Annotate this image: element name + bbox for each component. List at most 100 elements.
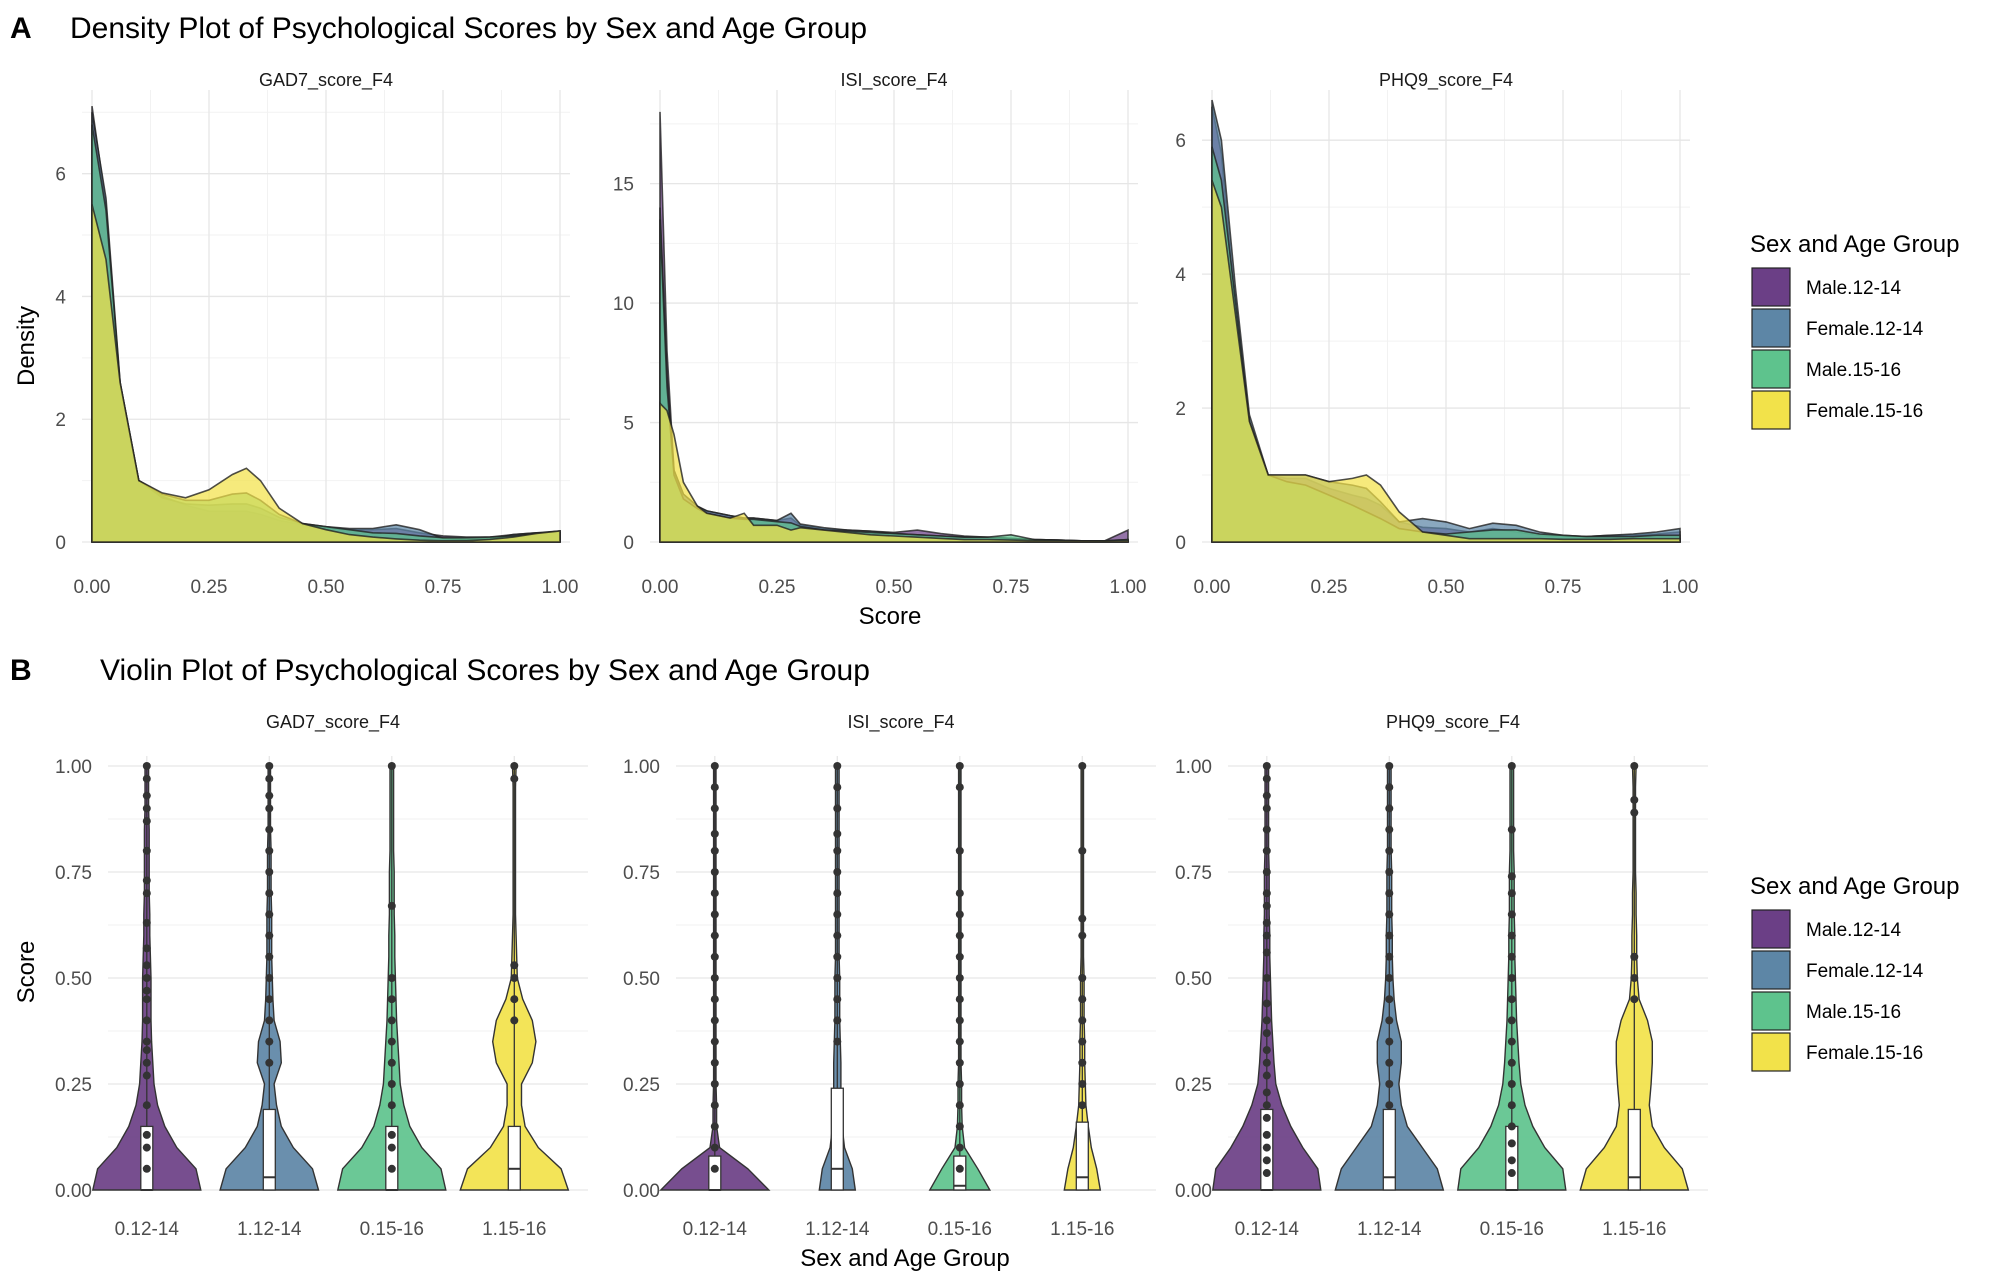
strip-label: ISI_score_F4: [847, 712, 954, 733]
violin-facet-gad7-score-f4: GAD7_score_F4 0.00 0.25 0.50 0.75 1.00 0.12-14…: [55, 712, 588, 1240]
x-tick-label: 0.15-16: [1480, 1219, 1544, 1240]
panel-a-letter: A: [10, 12, 32, 45]
outlier-point: [387, 1164, 396, 1173]
outlier-point: [1262, 931, 1271, 940]
y-tick-label: 0.50: [623, 969, 660, 990]
outlier-point: [1507, 1101, 1516, 1110]
x-tick-label: 1.15-16: [1050, 1219, 1114, 1240]
outlier-point: [1630, 808, 1639, 817]
outlier-point: [142, 817, 151, 826]
y-tick-label: 1.00: [623, 757, 660, 778]
outlier-point: [955, 1143, 964, 1152]
legend-swatch-male-12-14: [1751, 909, 1791, 949]
outlier-point: [1507, 762, 1516, 770]
x-tick-label: 0.12-14: [683, 1219, 748, 1240]
legend-swatch-male-15-16: [1751, 349, 1791, 389]
outlier-point: [955, 974, 964, 982]
y-tick-label: 15: [613, 175, 634, 196]
outlier-point: [1507, 974, 1516, 982]
legend-label-female-15-16: Female.15-16: [1806, 1043, 1923, 1064]
outlier-point: [265, 868, 274, 876]
outlier-point: [955, 1080, 964, 1088]
outlier-point: [1262, 1029, 1271, 1038]
x-tick-label: 0.50: [876, 577, 913, 598]
outlier-point: [142, 846, 151, 855]
outlier-point: [710, 846, 719, 855]
outlier-point: [710, 889, 719, 898]
y-tick-label: 6: [55, 165, 66, 186]
outlier-point: [1630, 795, 1639, 804]
outlier-point: [955, 1058, 964, 1067]
outlier-point: [955, 931, 964, 940]
outlier-point: [1385, 868, 1394, 876]
outlier-point: [1507, 952, 1516, 961]
outlier-point: [1262, 1101, 1271, 1110]
legend-label-female-12-14: Female.12-14: [1806, 961, 1924, 982]
outlier-point: [142, 961, 151, 970]
legend-swatch-female-12-14: [1751, 950, 1791, 990]
outlier-point: [1630, 762, 1639, 770]
y-tick-label: 0: [623, 533, 634, 554]
outlier-point: [1262, 1058, 1271, 1067]
outlier-point: [142, 995, 151, 1004]
outlier-point: [1262, 1113, 1271, 1122]
outlier-point: [710, 910, 719, 919]
outlier-point: [142, 762, 151, 770]
outlier-point: [142, 1164, 151, 1173]
outlier-point: [955, 1016, 964, 1025]
outlier-point: [387, 1058, 396, 1067]
x-tick-label: 0.00: [74, 577, 111, 598]
outlier-point: [1262, 901, 1271, 910]
x-tick-label: 1.15-16: [1602, 1219, 1666, 1240]
outlier-point: [1385, 889, 1394, 898]
outlier-point: [955, 1122, 964, 1131]
outlier-point: [387, 901, 396, 910]
outlier-point: [1262, 1169, 1271, 1178]
strip-label: GAD7_score_F4: [266, 712, 400, 733]
y-tick-label: 0.75: [623, 863, 660, 884]
outlier-point: [710, 1101, 719, 1110]
outlier-point: [387, 974, 396, 982]
x-tick-label: 0.00: [1194, 577, 1231, 598]
outlier-point: [510, 762, 519, 770]
outlier-point: [265, 791, 274, 800]
legend-density: Sex and Age Group Male.12-14 Female.12-14…: [1750, 231, 1959, 430]
outlier-point: [1078, 1037, 1087, 1046]
outlier-point: [955, 783, 964, 792]
outlier-point: [833, 910, 842, 919]
x-tick-label: 0.50: [1428, 577, 1465, 598]
outlier-point: [1507, 995, 1516, 1004]
outlier-point: [710, 783, 719, 792]
outlier-point: [1507, 1156, 1516, 1165]
panel-b-letter: B: [10, 654, 32, 687]
outlier-point: [1078, 846, 1087, 855]
density-facet-isi-score-f4: ISI_score_F4 0.00 0.25 0.50 0.75 1.00 0 5 10 15: [613, 70, 1147, 598]
outlier-point: [955, 846, 964, 855]
outlier-point: [833, 931, 842, 940]
outlier-point: [1385, 1080, 1394, 1088]
y-tick-label: 0.00: [55, 1181, 92, 1202]
outlier-point: [1507, 825, 1516, 834]
outlier-point: [142, 1130, 151, 1139]
outlier-point: [710, 952, 719, 961]
outlier-point: [710, 868, 719, 876]
outlier-point: [1262, 762, 1271, 770]
outlier-point: [1507, 1016, 1516, 1025]
violin-x-axis-title: Sex and Age Group: [800, 1245, 1009, 1272]
outlier-point: [1507, 872, 1516, 881]
y-tick-label: 0: [1175, 533, 1186, 554]
outlier-point: [1507, 1139, 1516, 1148]
outlier-point: [1078, 762, 1087, 770]
outlier-point: [265, 804, 274, 813]
legend-swatch-male-12-14: [1751, 267, 1791, 307]
outlier-point: [710, 974, 719, 982]
strip-label: GAD7_score_F4: [259, 70, 393, 91]
box-male-12-14: [708, 1155, 722, 1191]
legend-swatch-male-15-16: [1751, 991, 1791, 1031]
outlier-point: [1262, 774, 1271, 783]
x-tick-label: 1.00: [1110, 577, 1147, 598]
x-tick-label: 0.12-14: [1235, 1219, 1300, 1240]
outlier-point: [387, 1143, 396, 1152]
x-tick-label: 0.25: [191, 577, 228, 598]
